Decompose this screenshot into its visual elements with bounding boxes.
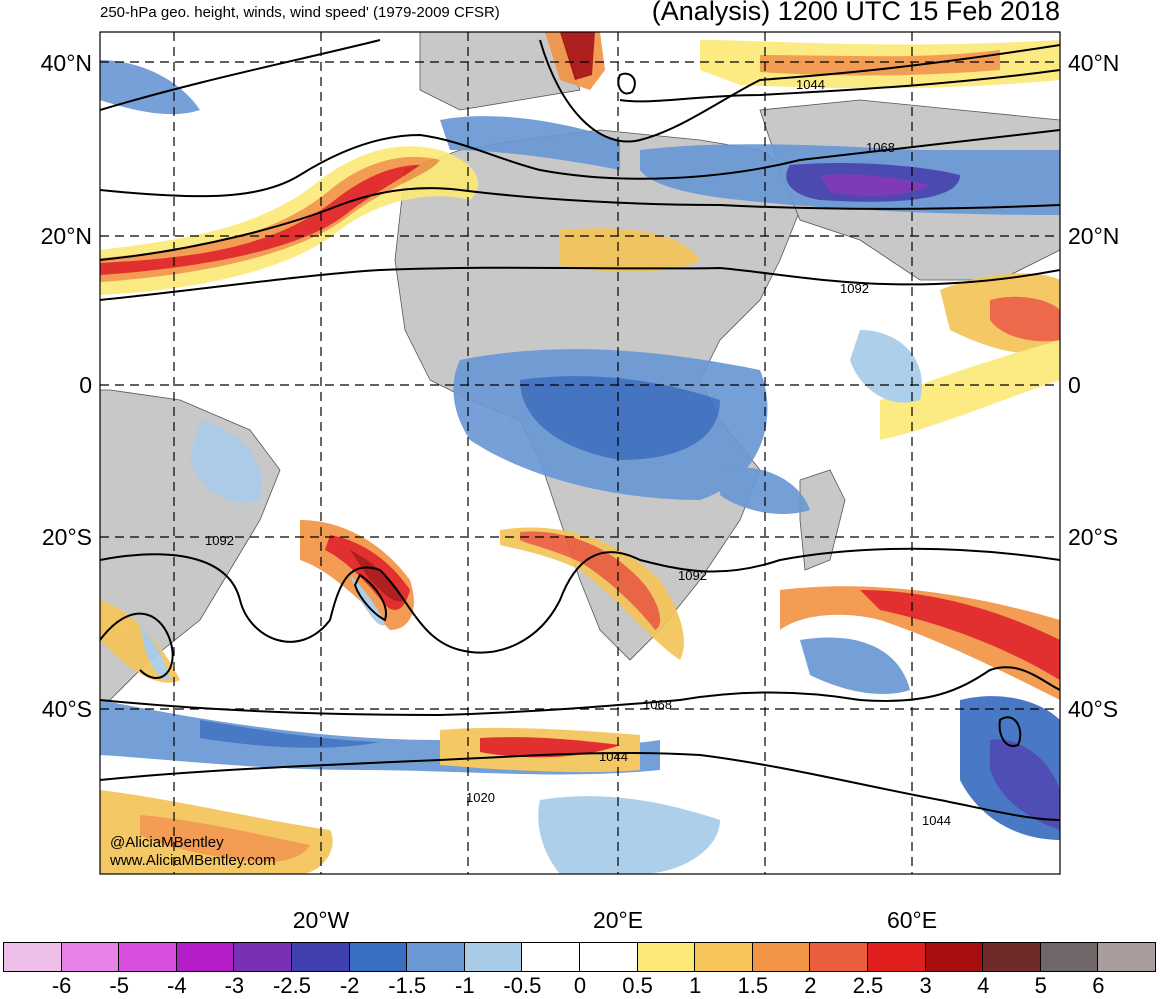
colorbar-swatch	[924, 942, 984, 972]
contour-labels: 1044 1068 1092 1092 1092 1068 1044 1020 …	[205, 77, 951, 828]
lat-label-left: 20°S	[41, 524, 92, 550]
colorbar	[3, 942, 1156, 972]
europe-land	[419, 32, 581, 111]
lat-label-left: 40°S	[41, 696, 92, 722]
colorbar-swatch	[406, 942, 465, 972]
contour-label: 1044	[922, 813, 951, 828]
lon-label: 20°E	[592, 907, 644, 933]
lat-label-right: 20°N	[1068, 223, 1120, 249]
colorbar-tick-label: -2	[339, 973, 360, 998]
colorbar-tick-label: -6	[51, 973, 72, 998]
colorbar-swatch	[3, 942, 62, 972]
credit-handle: @AliciaMBentley	[110, 834, 224, 851]
colorbar-tick-label: 2.5	[852, 973, 884, 998]
colorbar-swatch	[348, 942, 408, 972]
colorbar-tick-label: -0.5	[503, 973, 542, 998]
credit-site: www.AliciaMBentley.com	[110, 852, 276, 869]
madagascar-land	[799, 469, 846, 571]
contour-label: 1044	[599, 749, 628, 764]
map-title: 250-hPa geo. height, winds, wind speed' …	[100, 4, 500, 21]
colorbar-tick-label: -4	[167, 973, 187, 998]
colorbar-swatch	[118, 942, 177, 972]
lat-label-right: 40°N	[1068, 50, 1120, 76]
contour-label: 1092	[205, 533, 234, 548]
colorbar-tick-label: 4	[977, 973, 990, 998]
lat-label-right: 40°S	[1068, 696, 1119, 722]
contour-label: 1092	[678, 568, 707, 583]
lat-label-right: 0	[1068, 372, 1081, 398]
colorbar-tick-label: -1	[455, 973, 475, 998]
lat-lon-grid	[100, 32, 1060, 874]
colorbar-swatch	[1097, 942, 1156, 972]
lat-label-left: 20°N	[40, 223, 92, 249]
contour-label: 1068	[643, 697, 672, 712]
colorbar-swatch	[521, 942, 580, 972]
contour-label: 1020	[466, 790, 495, 805]
colorbar-swatch	[694, 942, 753, 972]
lon-label: 60°E	[886, 907, 938, 933]
lat-label-right: 20°S	[1068, 524, 1119, 550]
colorbar-swatch	[233, 942, 292, 972]
colorbar-swatch	[60, 942, 120, 972]
colorbar-swatch	[751, 942, 811, 972]
colorbar-tick-label: 0.5	[622, 973, 653, 998]
colorbar-tick-label: -3	[224, 973, 245, 998]
colorbar-swatch	[290, 942, 350, 972]
lat-label-left: 0	[79, 372, 92, 398]
colorbar-tick-label: 1.5	[737, 973, 769, 998]
colorbar-swatch	[636, 942, 696, 972]
colorbar-tick-label: 5	[1034, 973, 1047, 998]
colorbar-swatch	[578, 942, 638, 972]
colorbar-swatch	[809, 942, 868, 972]
colorbar-swatch	[866, 942, 926, 972]
colorbar-tick-label: 1	[689, 973, 702, 998]
colorbar-tick-label: -1.5	[388, 973, 427, 998]
analysis-time: (Analysis) 1200 UTC 15 Feb 2018	[651, 0, 1060, 26]
lon-label: 20°W	[292, 907, 350, 933]
colorbar-swatch	[175, 942, 235, 972]
contour-label: 1068	[866, 140, 895, 155]
colorbar-swatch	[982, 942, 1041, 972]
colorbar-tick-label: 6	[1092, 973, 1105, 998]
map-frame	[99, 31, 1061, 875]
colorbar-tick-label: 2	[804, 973, 817, 998]
colorbar-swatch	[463, 942, 523, 972]
colorbar-tick-label: 3	[919, 973, 932, 998]
contour-label: 1092	[840, 281, 869, 296]
geopotential-height-contours	[100, 39, 1060, 821]
colorbar-tick-label: 0	[573, 973, 587, 998]
colorbar-tick-label: -5	[109, 973, 129, 998]
lat-label-left: 40°N	[40, 50, 92, 76]
colorbar-swatch	[1039, 942, 1099, 972]
colorbar-tick-label: -2.5	[273, 973, 311, 998]
contour-label: 1044	[796, 77, 825, 92]
